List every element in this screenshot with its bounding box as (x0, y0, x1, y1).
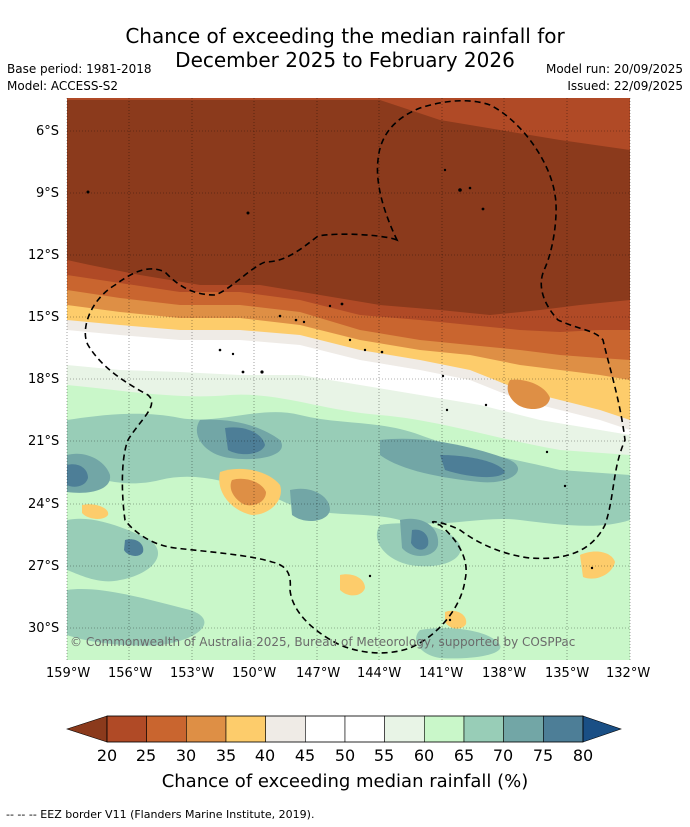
lon-label: 132°W (606, 666, 651, 681)
map-title-line2: December 2025 to February 2026 (175, 48, 515, 72)
colorbar-tick: 55 (373, 746, 395, 765)
lat-label: 18°S (28, 372, 60, 387)
colorbar-tick: 50 (334, 746, 356, 765)
colorbar-bins (106, 715, 584, 743)
graticule (66, 98, 631, 660)
lat-label: 21°S (28, 434, 60, 449)
colorbar-tick: 65 (453, 746, 475, 765)
colorbar-tick: 80 (572, 746, 594, 765)
lon-label: 153°W (170, 666, 215, 681)
colorbar-bin (384, 715, 425, 743)
lat-label: 30°S (28, 621, 60, 636)
colorbar-high-arrow (582, 715, 622, 743)
islands (86, 168, 594, 622)
lat-label: 27°S (28, 559, 60, 574)
colorbar-bin (463, 715, 504, 743)
lat-label: 15°S (28, 310, 60, 325)
colorbar-bin (503, 715, 544, 743)
model-run: Model run: 20/09/2025 (545, 62, 683, 76)
colorbar-tick: 35 (215, 746, 237, 765)
colorbar-bin (146, 715, 187, 743)
eez-legend-note: -- -- -- EEZ border V11 (Flanders Marine… (6, 808, 315, 821)
lon-label: 147°W (296, 666, 341, 681)
colorbar-tick: 30 (175, 746, 197, 765)
lon-label: 159°W (46, 666, 91, 681)
model-name: Model: ACCESS-S2 (7, 79, 119, 93)
lat-label: 9°S (36, 186, 60, 201)
lat-label: 12°S (28, 248, 60, 263)
colorbar-title: Chance of exceeding median rainfall (%) (161, 771, 529, 792)
lat-label: 24°S (28, 497, 60, 512)
colorbar-tick: 20 (96, 746, 118, 765)
colorbar-tick: 70 (492, 746, 514, 765)
lat-label: 6°S (36, 124, 60, 139)
colorbar-tick: 25 (135, 746, 157, 765)
lon-label: 138°W (482, 666, 527, 681)
colorbar-bin (106, 715, 147, 743)
eez-borders (84, 99, 626, 654)
colorbar-tick: 45 (294, 746, 316, 765)
copyright-notice: © Commonwealth of Australia 2025, Bureau… (70, 635, 575, 649)
issued-date: Issued: 22/09/2025 (567, 79, 683, 93)
colorbar-bin (305, 715, 346, 743)
colorbar-tick: 75 (532, 746, 554, 765)
colorbar-bin (225, 715, 266, 743)
colorbar-low-arrow (66, 715, 108, 743)
lon-label: 156°W (108, 666, 153, 681)
lon-label: 141°W (419, 666, 464, 681)
colorbar-bin (186, 715, 227, 743)
colorbar (66, 715, 622, 743)
colorbar-tick: 40 (254, 746, 276, 765)
colorbar-bin (344, 715, 385, 743)
probability-field (67, 98, 630, 660)
colorbar-bin (543, 715, 584, 743)
base-period: Base period: 1981-2018 (7, 62, 152, 76)
lon-label: 144°W (357, 666, 402, 681)
map-title-line1: Chance of exceeding the median rainfall … (125, 24, 565, 48)
colorbar-bin (424, 715, 465, 743)
colorbar-tick: 60 (413, 746, 435, 765)
colorbar-bin (265, 715, 306, 743)
lon-label: 150°W (232, 666, 277, 681)
lon-label: 135°W (545, 666, 590, 681)
